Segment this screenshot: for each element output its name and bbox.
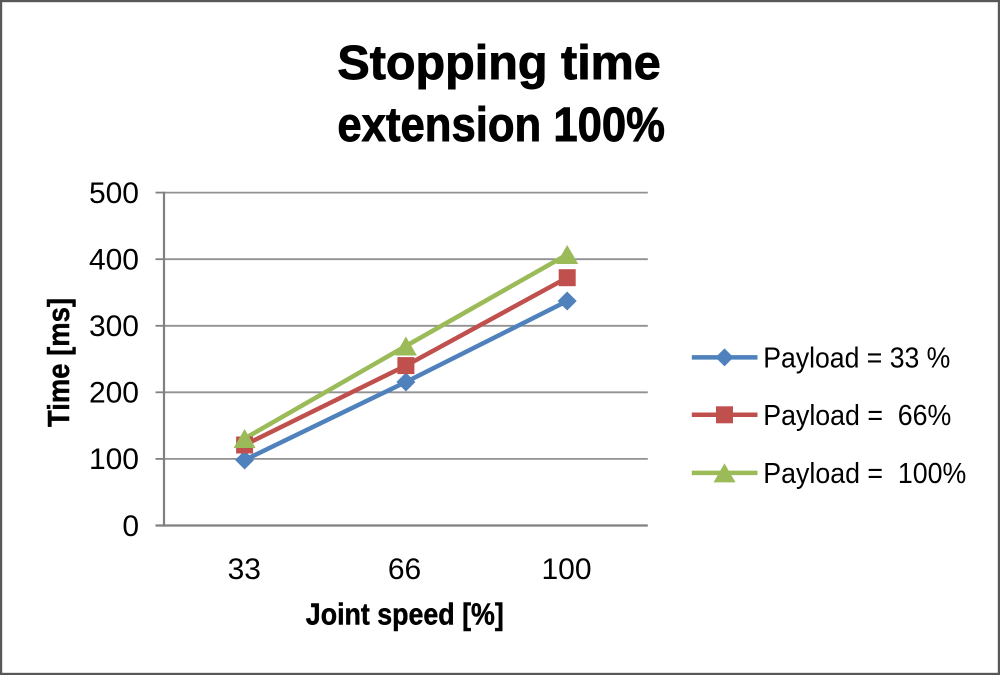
- svg-text:100: 100: [541, 553, 591, 586]
- svg-text:Stopping time: Stopping time: [337, 37, 660, 90]
- svg-text:Payload = 66%: Payload = 66%: [763, 400, 951, 432]
- svg-text:500: 500: [89, 177, 139, 210]
- svg-text:66: 66: [388, 553, 421, 586]
- svg-text:100: 100: [89, 443, 139, 476]
- svg-text:400: 400: [89, 244, 139, 277]
- svg-text:Payload = 33 %: Payload = 33 %: [763, 342, 950, 374]
- svg-text:Payload = 100%: Payload = 100%: [763, 458, 966, 490]
- svg-text:extension 100%: extension 100%: [337, 99, 665, 152]
- svg-text:300: 300: [89, 310, 139, 343]
- svg-text:33: 33: [228, 553, 261, 586]
- svg-text:Time [ms]: Time [ms]: [41, 298, 76, 427]
- svg-text:0: 0: [122, 510, 139, 543]
- svg-text:200: 200: [89, 377, 139, 410]
- svg-text:Joint speed [%]: Joint speed [%]: [306, 597, 504, 632]
